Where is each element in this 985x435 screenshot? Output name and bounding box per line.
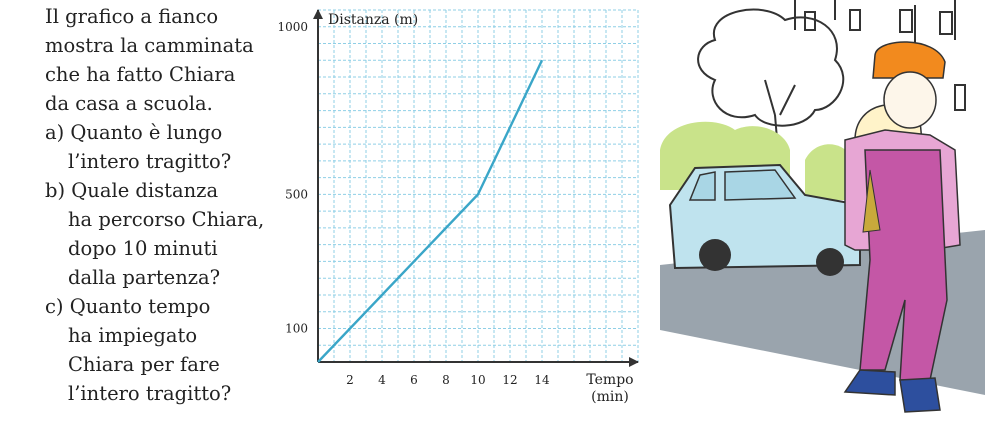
x-tick-label: 6 xyxy=(410,373,418,387)
x-tick-label: 8 xyxy=(442,373,450,387)
question-b-line: dopo 10 minuti xyxy=(68,237,218,260)
problem-intro-line: da casa a scuola. xyxy=(45,92,213,115)
x-tick-label: 10 xyxy=(470,373,485,387)
y-tick-label: 1000 xyxy=(277,20,308,34)
problem-intro-line: Il grafico a fianco xyxy=(45,5,219,28)
x-tick-label: 4 xyxy=(378,373,386,387)
y-axis-arrow xyxy=(313,9,323,19)
y-tick-label: 100 xyxy=(285,321,308,335)
question-c-line: c) Quanto tempo xyxy=(45,295,211,318)
question-c-line: Chiara per fare xyxy=(68,353,220,376)
problem-intro-line: che ha fatto Chiara xyxy=(45,63,236,86)
x-tick-label: 14 xyxy=(534,373,550,387)
x-axis-arrow xyxy=(629,357,639,367)
distance-line xyxy=(317,59,544,363)
chart-axes xyxy=(313,9,639,367)
question-a-line: l’intero tragitto? xyxy=(68,150,232,173)
chart-ticks: 2 4 6 8 10 12 14 100 500 1000 xyxy=(277,20,550,387)
chart-series xyxy=(317,59,544,363)
chart-grid xyxy=(318,9,639,362)
bush-right xyxy=(805,144,850,200)
question-c: c) Quanto tempo ha impiegato Chiara per … xyxy=(45,292,285,408)
question-c-line: l’intero tragitto? xyxy=(68,382,232,405)
question-b-line: dalla partenza? xyxy=(68,266,221,289)
buildings-drawing xyxy=(794,0,966,111)
x-tick-label: 2 xyxy=(346,373,354,387)
question-a-line: a) Quanto è lungo xyxy=(45,121,223,144)
x-tick-label: 12 xyxy=(502,373,517,387)
y-axis-label: Distanza (m) xyxy=(328,12,418,28)
question-c-line: ha impiegato xyxy=(68,324,198,347)
girl-walking-illustration xyxy=(660,0,985,413)
problem-intro-line: mostra la camminata xyxy=(45,34,254,57)
problem-text: Il grafico a fianco mostra la camminata … xyxy=(45,2,285,408)
question-b-line: b) Quale distanza xyxy=(45,179,219,202)
question-a: a) Quanto è lungo l’intero tragitto? xyxy=(45,118,285,176)
x-axis-unit: (min) xyxy=(591,389,629,405)
car-drawing xyxy=(668,163,861,276)
y-tick-label: 500 xyxy=(285,187,308,201)
question-b-line: ha percorso Chiara, xyxy=(68,208,265,231)
girl-drawing xyxy=(843,41,961,413)
x-axis-label: Tempo xyxy=(586,372,633,388)
question-b: b) Quale distanza ha percorso Chiara, do… xyxy=(45,176,285,292)
